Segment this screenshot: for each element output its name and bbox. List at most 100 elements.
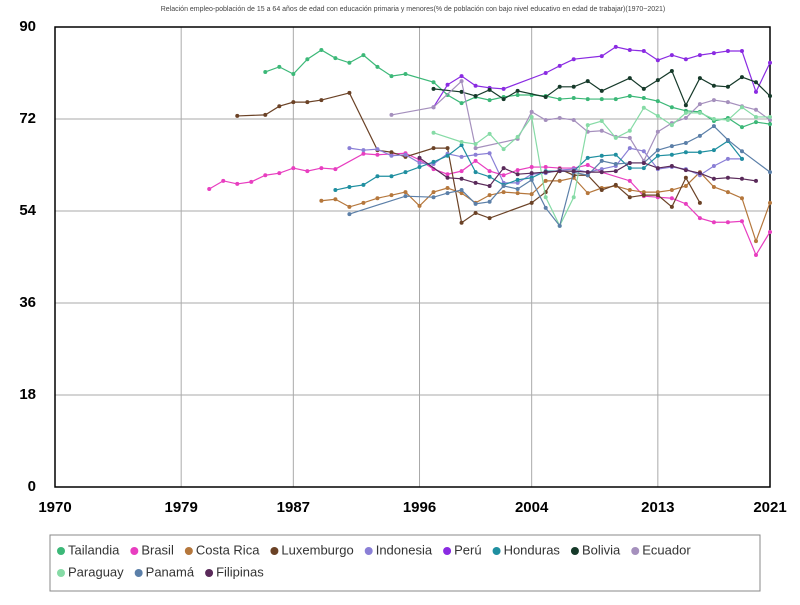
y-tick-label: 36 <box>19 294 36 311</box>
data-point <box>319 48 324 52</box>
data-point <box>599 54 604 59</box>
data-point <box>641 166 646 171</box>
data-point <box>221 178 226 183</box>
data-point <box>585 163 590 167</box>
data-point <box>711 164 716 169</box>
data-point <box>768 122 772 127</box>
data-point <box>361 53 366 58</box>
data-point <box>543 165 548 170</box>
data-point <box>459 101 464 106</box>
data-point <box>739 125 744 130</box>
data-point <box>655 153 660 158</box>
series-line <box>349 125 771 228</box>
data-point <box>725 118 730 123</box>
data-point <box>543 195 548 200</box>
data-point <box>263 173 268 178</box>
data-point <box>655 193 660 198</box>
data-point <box>473 158 478 163</box>
x-tick-label: 1987 <box>277 499 310 516</box>
x-tick-label: 1996 <box>403 499 436 516</box>
data-point <box>543 118 548 123</box>
legend-marker <box>270 547 279 555</box>
data-point <box>753 107 758 112</box>
data-point <box>487 98 492 103</box>
data-point <box>711 124 716 129</box>
data-point <box>515 191 520 196</box>
data-point <box>599 153 604 158</box>
data-point <box>725 190 730 195</box>
data-point <box>613 152 618 157</box>
data-point <box>487 183 492 188</box>
data-point <box>501 173 506 178</box>
data-point <box>501 97 506 102</box>
data-point <box>627 146 632 151</box>
data-point <box>459 89 464 94</box>
data-point <box>557 115 562 120</box>
data-point <box>445 186 450 190</box>
data-point <box>305 100 310 105</box>
x-tick-label: 2004 <box>515 499 549 516</box>
legend-marker <box>205 569 214 577</box>
data-point <box>725 137 730 142</box>
y-tick-label: 90 <box>19 18 36 35</box>
x-tick-label: 1979 <box>164 499 197 516</box>
data-point <box>459 220 464 225</box>
series-line <box>419 157 757 187</box>
data-point <box>725 84 730 89</box>
data-point <box>683 175 688 180</box>
legend-marker <box>130 547 139 555</box>
data-point <box>669 105 674 110</box>
data-point <box>445 146 450 151</box>
data-point <box>669 164 674 169</box>
data-point <box>585 79 590 84</box>
series-line <box>433 46 771 108</box>
data-point <box>417 155 422 160</box>
data-point <box>697 200 702 205</box>
data-point <box>739 196 744 201</box>
data-point <box>487 131 492 136</box>
data-point <box>627 178 632 183</box>
data-point <box>753 120 758 125</box>
data-point <box>403 152 408 157</box>
data-point <box>669 68 674 73</box>
data-point <box>711 148 716 153</box>
data-point <box>683 110 688 115</box>
data-point <box>375 196 380 201</box>
chart-subtitle: Relación empleo-población de 15 a 64 año… <box>161 6 666 13</box>
data-point <box>627 166 632 171</box>
legend-box <box>49 534 761 592</box>
data-point <box>529 171 534 176</box>
data-point <box>473 201 478 206</box>
data-point <box>375 147 380 152</box>
data-point <box>319 98 324 103</box>
data-point <box>403 170 408 175</box>
series-line <box>433 70 771 107</box>
data-point <box>613 169 618 174</box>
data-point <box>389 153 394 158</box>
data-point <box>487 151 492 156</box>
data-point <box>473 152 478 157</box>
legend-label: Ecuador <box>642 542 691 557</box>
data-point <box>585 173 590 178</box>
data-point <box>445 172 450 177</box>
data-point <box>459 154 464 159</box>
data-point <box>683 115 688 120</box>
data-point <box>613 97 618 102</box>
data-point <box>473 83 478 88</box>
legend-marker <box>57 547 65 555</box>
data-point <box>655 190 660 195</box>
data-point <box>389 193 394 198</box>
data-point <box>361 182 366 187</box>
data-point <box>739 49 744 54</box>
data-point <box>431 130 436 135</box>
data-point <box>613 182 618 187</box>
data-point <box>403 194 408 199</box>
data-point <box>501 190 506 195</box>
data-point <box>501 147 506 152</box>
data-point <box>543 205 548 210</box>
data-point <box>459 79 464 84</box>
data-point <box>627 76 632 81</box>
data-point <box>403 72 408 77</box>
data-point <box>768 200 772 205</box>
